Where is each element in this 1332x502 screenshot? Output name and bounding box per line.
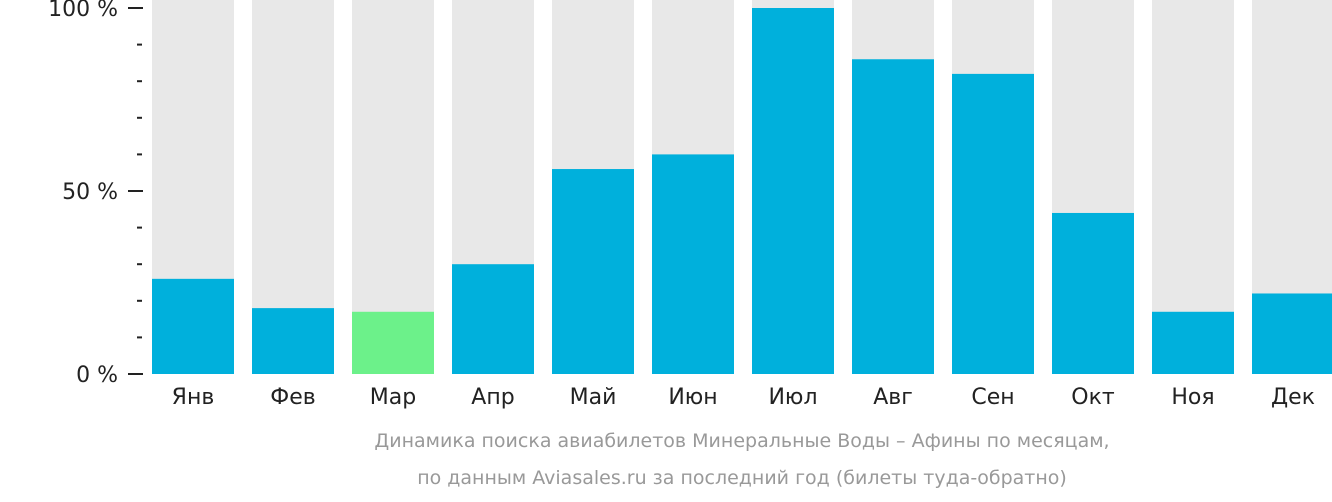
x-tick-label: Мар <box>370 385 416 410</box>
x-tick-label: Окт <box>1071 385 1115 410</box>
bar <box>652 154 734 374</box>
bar <box>952 73 1034 374</box>
bar <box>252 308 334 374</box>
bar <box>1052 212 1134 374</box>
x-tick-label: Май <box>570 385 617 410</box>
y-tick-label: 100 % <box>48 0 118 22</box>
bar <box>352 311 434 374</box>
bar <box>1152 311 1234 374</box>
x-tick-label: Фев <box>270 385 315 410</box>
y-tick-label: 50 % <box>62 180 118 205</box>
bar <box>1252 293 1332 374</box>
x-tick-label: Дек <box>1271 385 1315 410</box>
bar <box>752 8 834 374</box>
data-bars <box>152 8 1332 375</box>
bar <box>152 278 234 374</box>
chart-caption-line-1: Динамика поиска авиабилетов Минеральные … <box>374 430 1110 452</box>
y-tick-label: 0 % <box>76 363 118 388</box>
x-tick-label: Сен <box>971 385 1014 410</box>
x-tick-label: Июн <box>668 385 717 410</box>
x-tick-label: Авг <box>873 385 913 410</box>
bar-chart: 0 % 50 % 100 % Янв Фев Мар Апр Май Июн Июл Авг Сен… <box>48 0 1332 410</box>
bar <box>552 169 634 374</box>
x-axis-labels: Янв Фев Мар Апр Май Июн Июл Авг Сен Окт Ноя Дек <box>172 385 1315 410</box>
x-tick-label: Ноя <box>1171 385 1214 410</box>
bar <box>452 264 534 374</box>
x-tick-label: Янв <box>172 385 215 410</box>
y-axis: 0 % 50 % 100 % <box>48 0 143 388</box>
bar <box>852 59 934 375</box>
chart-caption-line-2: по данным Aviasales.ru за последний год … <box>417 467 1067 489</box>
x-tick-label: Апр <box>471 385 514 410</box>
bar-background <box>1152 0 1234 374</box>
x-tick-label: Июл <box>768 385 817 410</box>
bar-background <box>352 0 434 374</box>
